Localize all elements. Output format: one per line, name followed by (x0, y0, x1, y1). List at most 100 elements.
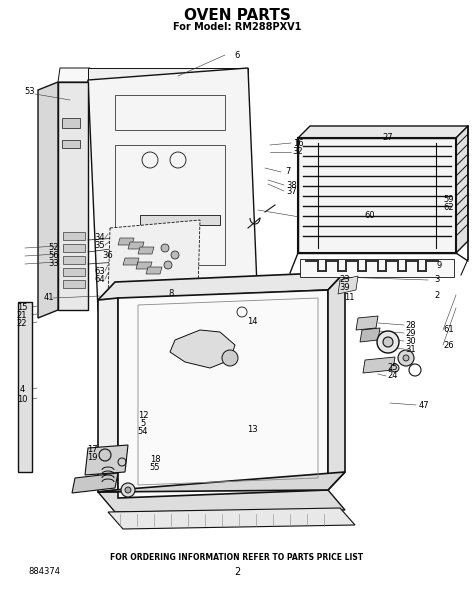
Text: 30: 30 (406, 337, 416, 346)
Text: 32: 32 (292, 147, 303, 156)
Text: 54: 54 (138, 426, 148, 435)
Text: 27: 27 (383, 134, 393, 143)
Text: 884374: 884374 (28, 567, 60, 576)
Text: 11: 11 (344, 292, 354, 301)
Text: 60: 60 (365, 210, 375, 219)
Circle shape (121, 483, 135, 497)
Text: 22: 22 (17, 319, 27, 328)
Polygon shape (140, 215, 220, 225)
Polygon shape (118, 238, 134, 245)
Circle shape (403, 355, 409, 361)
Text: 64: 64 (95, 274, 105, 283)
Polygon shape (363, 357, 395, 373)
Polygon shape (108, 508, 355, 529)
Text: 56: 56 (49, 252, 59, 261)
Polygon shape (72, 473, 118, 493)
Polygon shape (338, 276, 358, 294)
Text: 21: 21 (17, 311, 27, 320)
Text: 8: 8 (168, 289, 173, 298)
Text: 33: 33 (49, 259, 59, 268)
Polygon shape (170, 330, 235, 368)
Polygon shape (356, 316, 378, 330)
Bar (115, 95, 225, 130)
Text: 31: 31 (406, 344, 416, 353)
Text: 12: 12 (138, 410, 148, 419)
Text: 3: 3 (434, 276, 440, 285)
Polygon shape (108, 220, 200, 298)
Bar (18, 302, 32, 472)
Polygon shape (123, 258, 139, 265)
Polygon shape (298, 138, 456, 253)
Text: 9: 9 (437, 262, 442, 271)
Circle shape (391, 364, 399, 372)
Bar (62, 140, 80, 148)
Polygon shape (58, 82, 88, 310)
Text: 17: 17 (87, 446, 97, 455)
Text: 26: 26 (444, 340, 454, 349)
Text: 14: 14 (247, 317, 257, 326)
Bar (63, 268, 85, 276)
Text: 28: 28 (406, 320, 416, 329)
Polygon shape (146, 267, 162, 274)
Text: 52: 52 (49, 244, 59, 253)
Polygon shape (98, 490, 345, 512)
Text: 18: 18 (150, 455, 160, 464)
Text: FOR ORDERING INFORMATION REFER TO PARTS PRICE LIST: FOR ORDERING INFORMATION REFER TO PARTS … (110, 553, 364, 562)
Polygon shape (98, 298, 118, 492)
Text: 16: 16 (292, 138, 303, 147)
Text: 53: 53 (25, 87, 35, 96)
Text: 19: 19 (87, 453, 97, 462)
Text: 23: 23 (340, 276, 350, 285)
Text: 41: 41 (44, 294, 54, 302)
Polygon shape (88, 68, 248, 80)
Text: For Model: RM288PXV1: For Model: RM288PXV1 (173, 22, 301, 32)
Polygon shape (88, 68, 258, 310)
Polygon shape (138, 247, 154, 254)
Text: 63: 63 (95, 267, 105, 276)
Text: 55: 55 (150, 464, 160, 473)
Circle shape (125, 487, 131, 493)
Polygon shape (118, 290, 328, 498)
Text: 2: 2 (234, 567, 240, 577)
Polygon shape (58, 68, 90, 82)
Bar (300, 259, 454, 277)
Polygon shape (85, 445, 128, 475)
Text: 5: 5 (140, 419, 146, 428)
Circle shape (383, 337, 393, 347)
Text: 4: 4 (19, 386, 25, 395)
Bar (62, 118, 80, 128)
Bar (63, 256, 85, 264)
Text: 10: 10 (17, 395, 27, 404)
Text: 59: 59 (444, 195, 454, 204)
Circle shape (161, 244, 169, 252)
Polygon shape (136, 262, 152, 269)
Polygon shape (360, 328, 380, 342)
Text: 61: 61 (444, 325, 454, 334)
Circle shape (171, 251, 179, 259)
Circle shape (398, 350, 414, 366)
Text: OVEN PARTS: OVEN PARTS (183, 8, 291, 23)
Text: 38: 38 (287, 181, 297, 190)
Circle shape (377, 331, 399, 353)
Text: 62: 62 (444, 204, 454, 213)
Text: 35: 35 (95, 241, 105, 250)
Polygon shape (456, 126, 468, 253)
Text: 2: 2 (434, 291, 439, 300)
Bar (115, 145, 225, 265)
Polygon shape (128, 242, 144, 249)
Polygon shape (328, 272, 345, 490)
Circle shape (99, 449, 111, 461)
Text: 24: 24 (388, 371, 398, 380)
Text: 39: 39 (340, 283, 350, 292)
Text: 37: 37 (287, 186, 297, 195)
Text: 13: 13 (246, 425, 257, 434)
Text: 7: 7 (285, 168, 291, 177)
Text: 34: 34 (95, 234, 105, 243)
Text: 29: 29 (406, 328, 416, 337)
Circle shape (164, 261, 172, 269)
Polygon shape (298, 126, 468, 138)
Bar (63, 280, 85, 288)
Text: 36: 36 (103, 252, 113, 261)
Text: 15: 15 (17, 304, 27, 313)
Bar (63, 232, 85, 240)
